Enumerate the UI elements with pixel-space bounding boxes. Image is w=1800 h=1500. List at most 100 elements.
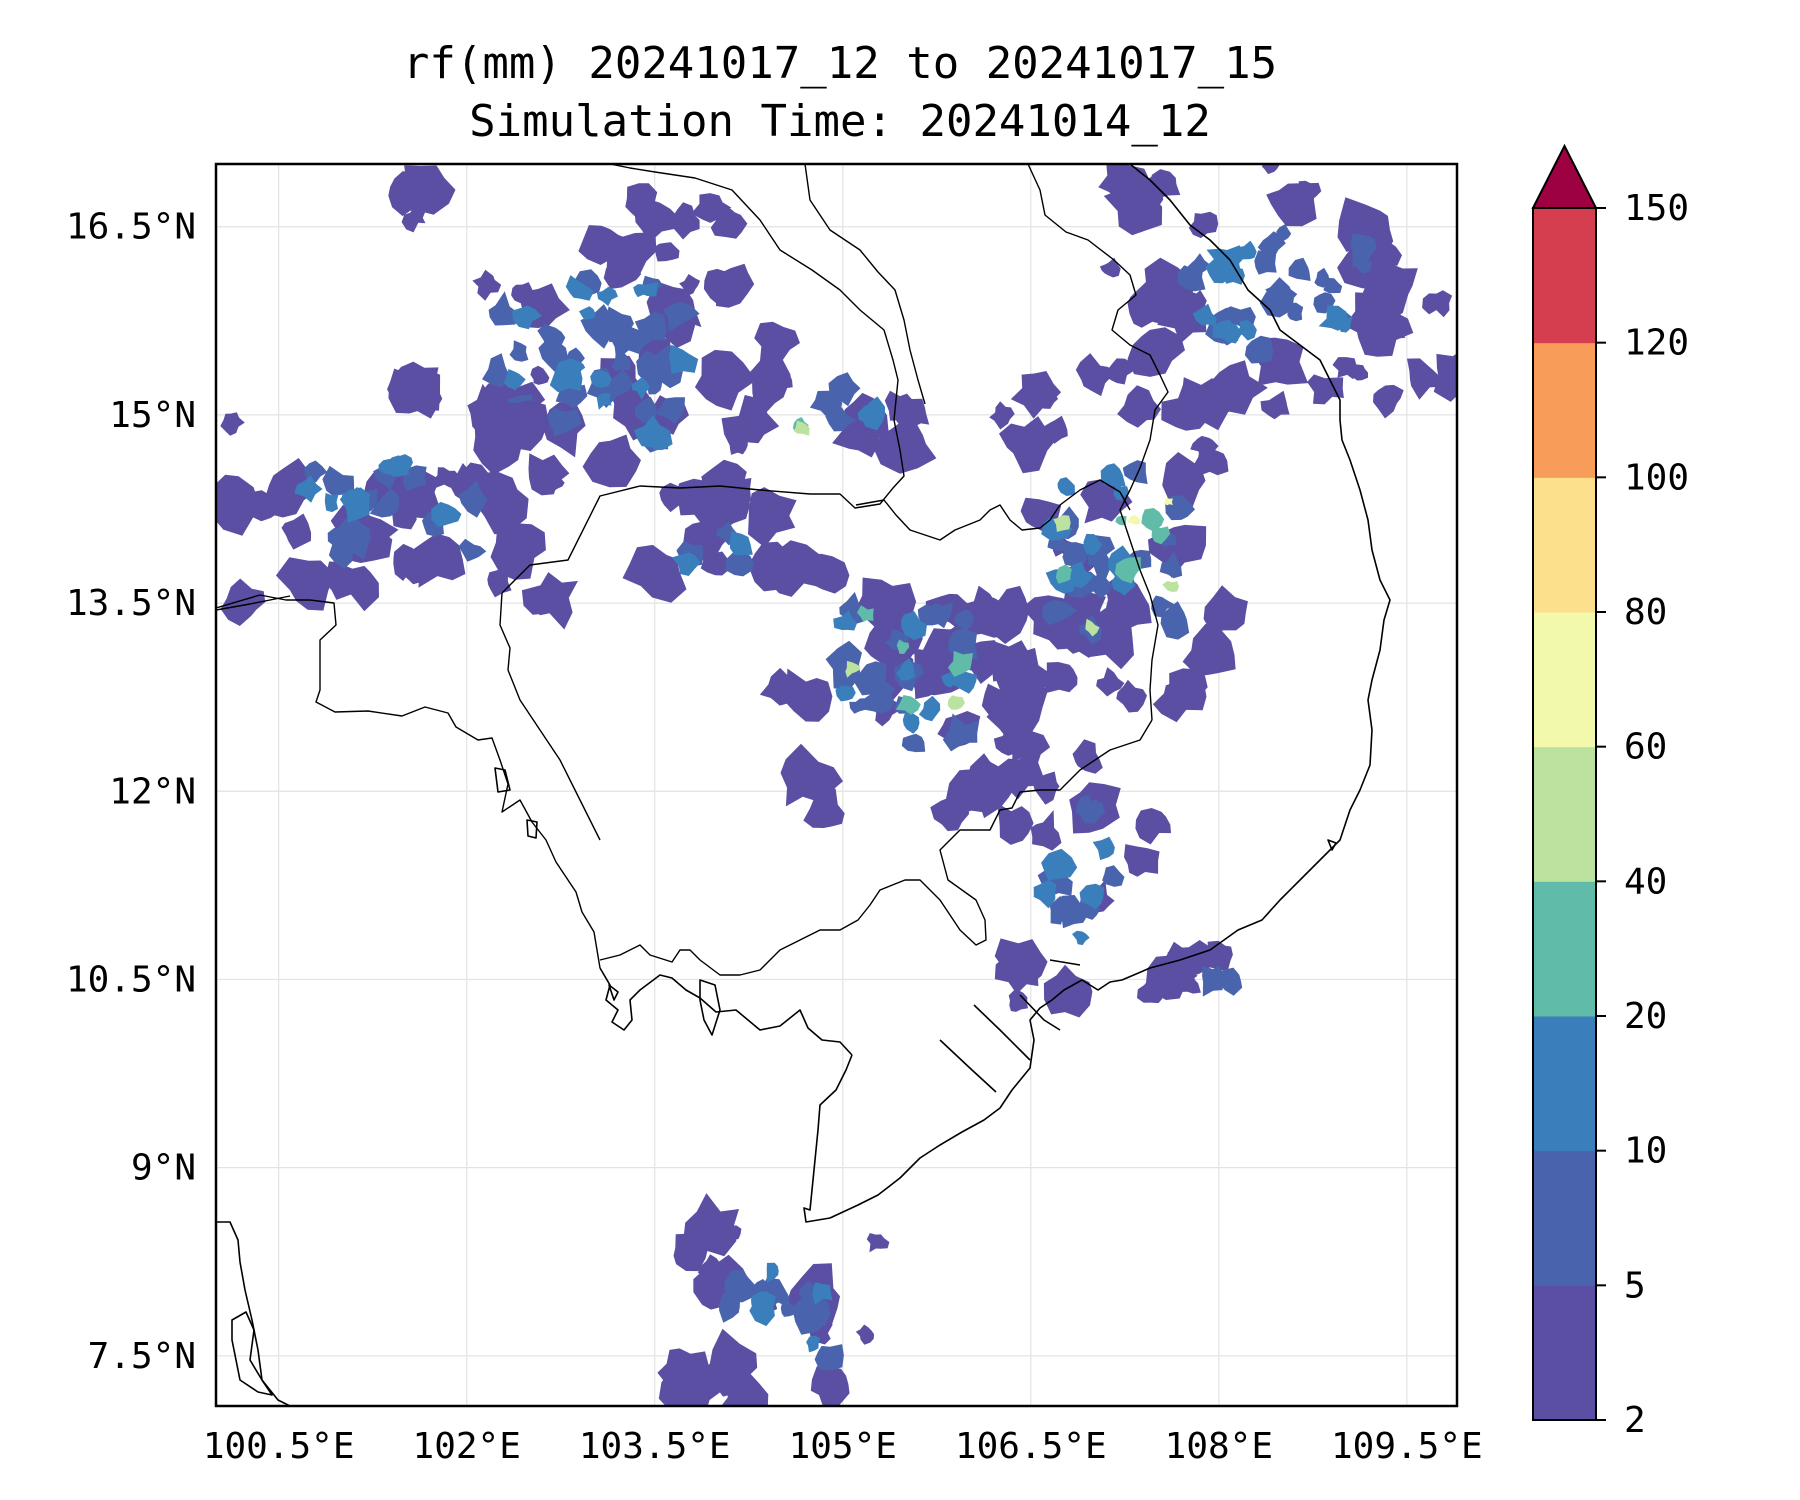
rain-area-7-c1-9 — [1323, 277, 1343, 294]
coastline-vietnam-east — [1121, 164, 1391, 981]
rain-area-5-c0-22 — [1165, 668, 1208, 708]
rain-area-8-c0-2 — [810, 1366, 850, 1406]
rain-area-4-c3-3 — [895, 695, 921, 715]
rain-area-5-c1-3 — [1160, 601, 1190, 640]
rain-area-0-c0-33 — [721, 395, 780, 448]
rain-area-8-c0-10 — [694, 1328, 758, 1397]
rain-area-6-c2-1 — [1072, 930, 1090, 946]
rain-area-6-c2-4 — [1079, 883, 1105, 910]
rain-area-7-c0-22 — [1103, 168, 1163, 236]
rain-area-8-c2-3 — [806, 1335, 821, 1353]
rain-area-6-c0-0 — [997, 803, 1034, 845]
rain-area-1-c0-7 — [491, 400, 549, 451]
rain-area-4-c0-11 — [759, 667, 803, 706]
rain-area-4-c1-10 — [862, 688, 895, 714]
lon-tick-label-0: 100.5°E — [203, 1426, 355, 1467]
rain-area-0-c2-7 — [565, 275, 594, 301]
rain-area-4-c4-1 — [947, 695, 965, 710]
rain-area-7-c0-11 — [1260, 390, 1290, 420]
rain-area-8-c0-12 — [657, 1348, 710, 1388]
rain-area-4-c1-8 — [929, 602, 953, 629]
colorbar-segment-1 — [1533, 1150, 1596, 1286]
rain-area-8-c2-0 — [812, 1282, 833, 1305]
rain-area-8-c1-7 — [792, 1294, 831, 1335]
longitude-tick-labels: 100.5°E 102°E 103.5°E 105°E 106.5°E 108°E 109.… — [203, 1426, 1483, 1467]
plot-title-line2: Simulation Time: 20241014_12 — [469, 96, 1211, 147]
rain-area-0-c1-16 — [607, 369, 634, 397]
rainfall-contours — [216, 164, 1457, 1406]
rain-area-0-c0-44 — [694, 349, 757, 411]
colorbar-label-0: 2 — [1624, 1400, 1646, 1441]
rain-area-7-c0-34 — [1344, 292, 1406, 350]
rain-area-5-c0-8 — [1203, 585, 1248, 633]
rain-area-0-c1-8 — [656, 397, 685, 424]
lon-tick-label-1: 102°E — [413, 1426, 521, 1467]
rain-area-5-c0-14 — [1043, 662, 1078, 693]
rain-area-7-c0-32 — [1182, 377, 1238, 431]
rain-area-7-c0-6 — [1075, 353, 1112, 397]
rain-area-1-c2-6 — [378, 459, 398, 475]
rain-area-7-c1-5 — [1354, 255, 1373, 274]
rain-area-7-c1-7 — [1288, 257, 1311, 281]
latitude-tick-labels: 16.5°N 15°N 13.5°N 12°N 10.5°N 9°N 7.5°N — [66, 207, 196, 1377]
rain-area-1-c2-4 — [391, 454, 413, 474]
rain-area-7-c0-24 — [1262, 164, 1281, 175]
rain-area-9-c1-2 — [1202, 965, 1224, 997]
rain-area-7-c2-7 — [1192, 303, 1217, 327]
lat-tick-label-0: 16.5°N — [66, 207, 196, 248]
rain-area-5-c3-1 — [1114, 557, 1141, 584]
rain-area-0-c0-21 — [703, 268, 733, 305]
rain-area-2-c1-1 — [724, 551, 754, 577]
border-cambodia-laos — [855, 479, 1131, 541]
coastline-cambodia — [599, 967, 853, 1056]
rain-area-2-c2-1 — [729, 531, 753, 556]
rain-area-2-c0-4 — [675, 478, 723, 519]
rain-area-0-c1-9 — [637, 402, 655, 424]
rain-area-7-c1-16 — [1244, 335, 1274, 364]
border-thailand-myanmar — [216, 594, 601, 969]
rain-area-8-c2-2 — [766, 1262, 779, 1283]
rain-area-5-c4-0 — [1053, 515, 1071, 532]
rain-area-4-c2-5 — [895, 658, 916, 681]
rain-area-5-c4-2 — [1085, 618, 1100, 637]
rain-area-5-c1-15 — [1092, 552, 1113, 581]
rain-area-7-c2-6 — [1235, 320, 1257, 341]
coastline-island-west — [231, 1311, 273, 1396]
rain-area-5-c1-16 — [1151, 595, 1176, 618]
rain-area-5-c4-1 — [1162, 581, 1179, 592]
rain-area-6-c0-9 — [1072, 739, 1103, 774]
rain-area-5-c0-30 — [1096, 667, 1125, 697]
rain-area-0-c0-41 — [625, 183, 658, 219]
rain-area-0-c0-34 — [530, 365, 550, 385]
rain-area-0-c2-14 — [590, 370, 612, 388]
rain-area-6-c1-1 — [1059, 895, 1090, 929]
rain-area-5-c3-3 — [1141, 508, 1165, 532]
rain-area-2-c0-1 — [622, 544, 687, 603]
colorbar-segment-7 — [1533, 342, 1596, 478]
rain-area-0-c2-6 — [579, 306, 596, 320]
rain-area-0-c2-1 — [512, 305, 542, 330]
rain-area-2-c0-3 — [700, 551, 728, 576]
colorbar-segment-6 — [1533, 477, 1596, 613]
rain-area-7-c1-1 — [1350, 233, 1377, 268]
rain-area-4-c1-9 — [901, 733, 926, 753]
rain-area-4-c2-6 — [954, 670, 978, 694]
rain-area-1-c1-5 — [458, 538, 487, 562]
rain-area-0-c2-9 — [631, 377, 651, 400]
rain-area-3-c0-3 — [884, 390, 917, 421]
rain-area-3-c1-2 — [825, 406, 857, 432]
colorbar-label-6: 80 — [1624, 592, 1667, 633]
rain-area-7-c2-5 — [1223, 323, 1243, 344]
rain-area-7-c1-2 — [1254, 250, 1277, 275]
rain-area-5-c3-2 — [1055, 564, 1072, 584]
rain-area-9-c0-5 — [1167, 940, 1215, 977]
rain-area-4-c1-11 — [954, 609, 974, 631]
rain-area-4-c3-2 — [947, 650, 973, 677]
rain-area-8-c1-0 — [798, 1281, 817, 1299]
rain-area-0-c0-7 — [582, 434, 641, 488]
rain-area-6-c1-7 — [1075, 795, 1097, 818]
rain-area-9-c0-4 — [1155, 972, 1175, 996]
rain-area-0-c1-20 — [482, 353, 509, 388]
lat-tick-label-3: 12°N — [109, 771, 196, 812]
colorbar-segment-4 — [1533, 746, 1596, 882]
